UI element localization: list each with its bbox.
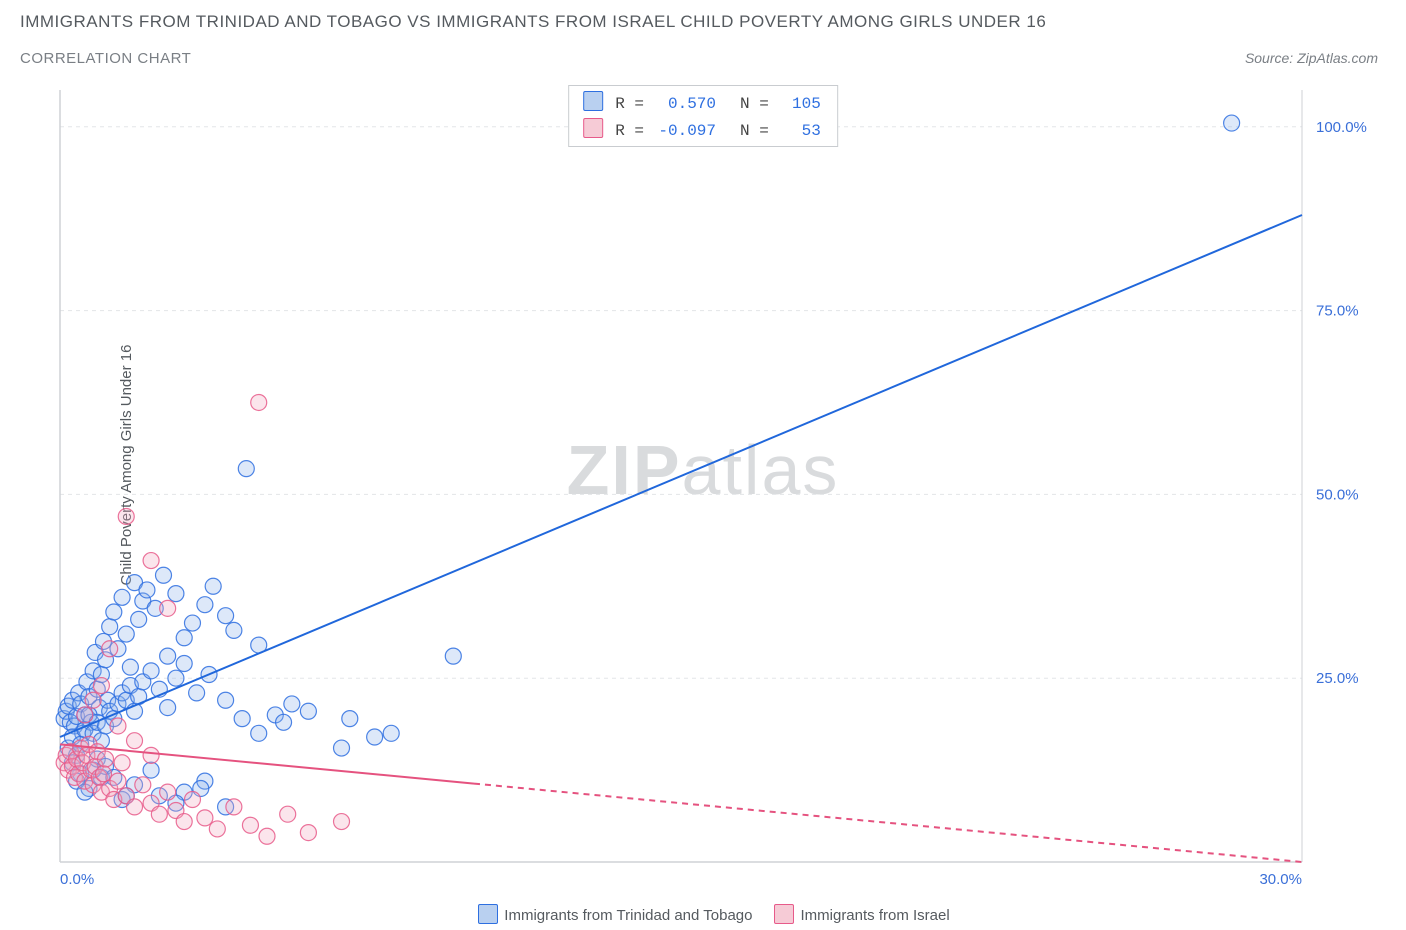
legend-r-value: -0.097 <box>650 117 722 144</box>
legend-swatch <box>478 904 498 924</box>
legend-stats-box: R =0.570N =105R =-0.097N =53 <box>568 85 838 147</box>
legend-swatch <box>583 118 603 138</box>
svg-text:30.0%: 30.0% <box>1259 871 1302 888</box>
source-attribution: Source: ZipAtlas.com <box>1245 50 1378 66</box>
svg-text:25.0%: 25.0% <box>1316 670 1359 687</box>
legend-n-value: 53 <box>775 117 827 144</box>
legend-n-label: N = <box>722 117 775 144</box>
legend-stat-row: R =-0.097N =53 <box>577 117 827 144</box>
legend-bottom: Immigrants from Trinidad and Tobago Immig… <box>0 904 1406 924</box>
legend-r-value: 0.570 <box>650 90 722 117</box>
legend-series-label: Immigrants from Trinidad and Tobago <box>504 907 752 924</box>
legend-n-value: 105 <box>775 90 827 117</box>
legend-swatch <box>583 91 603 111</box>
legend-r-label: R = <box>609 117 650 144</box>
plot-area: 25.0% 50.0% 75.0% 100.0% 0.0% 30.0% <box>50 80 1380 890</box>
source-label: Source: <box>1245 50 1293 66</box>
legend-series-label: Immigrants from Israel <box>800 907 949 924</box>
source-value: ZipAtlas.com <box>1297 50 1378 66</box>
svg-text:100.0%: 100.0% <box>1316 119 1367 136</box>
svg-text:0.0%: 0.0% <box>60 871 94 888</box>
chart-subtitle: CORRELATION CHART <box>20 50 191 67</box>
legend-swatch <box>774 904 794 924</box>
legend-stat-row: R =0.570N =105 <box>577 90 827 117</box>
chart-title: IMMIGRANTS FROM TRINIDAD AND TOBAGO VS I… <box>20 12 1046 32</box>
svg-text:75.0%: 75.0% <box>1316 303 1359 320</box>
legend-r-label: R = <box>609 90 650 117</box>
svg-text:50.0%: 50.0% <box>1316 486 1359 503</box>
legend-stats-table: R =0.570N =105R =-0.097N =53 <box>577 90 827 144</box>
scatter-chart: 25.0% 50.0% 75.0% 100.0% 0.0% 30.0% <box>50 80 1380 890</box>
legend-n-label: N = <box>722 90 775 117</box>
